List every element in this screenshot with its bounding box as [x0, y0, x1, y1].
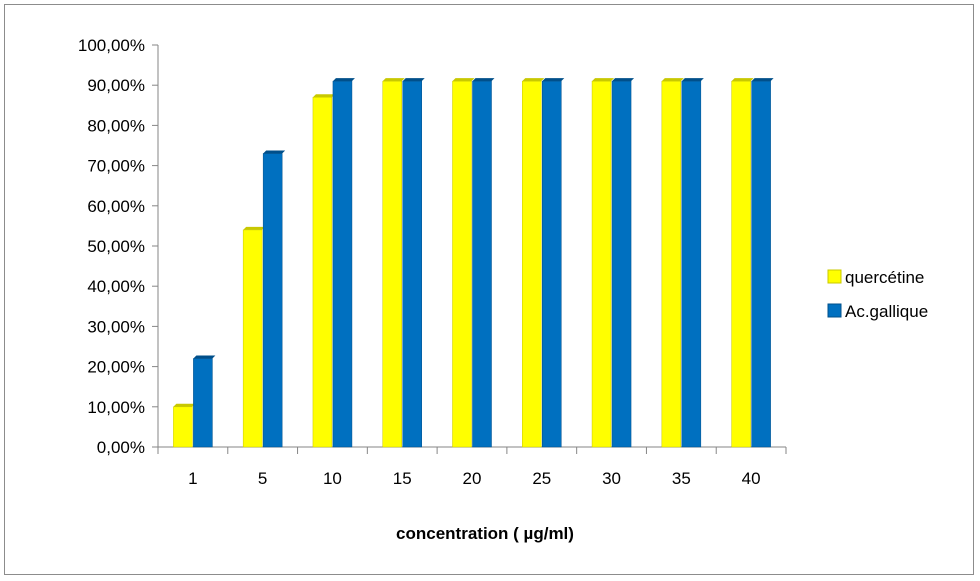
bar-face	[312, 97, 333, 448]
bar	[542, 78, 565, 448]
bar	[452, 78, 475, 448]
bar-face	[382, 80, 402, 448]
legend-item: quercétine	[827, 268, 924, 287]
bar-face	[751, 80, 771, 448]
x-tick-label: 30	[602, 469, 621, 488]
bar-face	[262, 153, 283, 448]
bar-top	[542, 78, 565, 82]
bar	[242, 226, 266, 448]
bar	[611, 78, 635, 448]
bar-face	[542, 80, 562, 448]
bar-top	[452, 78, 475, 82]
bar-face	[173, 406, 193, 448]
bar-face	[731, 80, 751, 448]
bar-top	[243, 226, 266, 230]
x-tick-label: 35	[672, 469, 691, 488]
bar	[751, 78, 774, 448]
x-tick-label: 20	[463, 469, 482, 488]
bar-face	[661, 80, 682, 448]
legend-item: Ac.gallique	[827, 302, 928, 321]
y-tick-label: 50,00%	[87, 237, 145, 256]
x-tick-label: 10	[323, 469, 342, 488]
bar-top	[612, 78, 635, 82]
y-tick-label: 90,00%	[87, 76, 145, 95]
bar-face	[193, 358, 213, 448]
bar-face	[402, 80, 422, 448]
bar	[173, 403, 196, 448]
x-tick-label: 25	[532, 469, 551, 488]
legend-label: Ac.gallique	[845, 302, 928, 321]
y-tick-label: 0,00%	[97, 438, 145, 457]
bar-top	[263, 150, 286, 154]
bar-top	[382, 78, 405, 82]
bar-top	[731, 78, 754, 82]
bar-face	[681, 80, 702, 448]
bar	[262, 150, 286, 448]
bars	[173, 78, 774, 448]
bar	[661, 78, 684, 448]
bar-face	[472, 80, 492, 448]
x-tick-label: 15	[393, 469, 412, 488]
legend-swatch	[827, 269, 842, 284]
y-tick-label: 80,00%	[87, 116, 145, 135]
bar	[472, 78, 495, 448]
y-tick-label: 20,00%	[87, 358, 145, 377]
bar-top	[173, 403, 196, 407]
x-axis-title: concentration ( µg/ml)	[396, 524, 574, 543]
bar-top	[332, 78, 355, 82]
y-tick-label: 30,00%	[87, 317, 145, 336]
bar-top	[522, 78, 545, 82]
bar	[382, 78, 405, 448]
bar-top	[312, 94, 335, 98]
bar-top	[681, 78, 704, 82]
bar-face	[242, 229, 263, 448]
bar-top	[751, 78, 774, 82]
bar	[522, 78, 545, 448]
bar-face	[452, 80, 472, 448]
y-tick-label: 60,00%	[87, 197, 145, 216]
bar	[332, 78, 355, 448]
legend-swatch	[827, 303, 842, 318]
x-tick-label: 1	[188, 469, 197, 488]
bar	[591, 78, 615, 448]
y-tick-label: 100,00%	[78, 36, 145, 55]
bar	[731, 78, 754, 448]
bar-face	[332, 80, 353, 448]
bar	[681, 78, 704, 448]
bar-face	[522, 80, 542, 448]
x-tick-label: 40	[742, 469, 761, 488]
x-axis: 1 5 10 15 20 25 30 35 40	[157, 446, 787, 488]
y-axis: 0,00% 10,00% 20,00% 30,00% 40,00% 50,00% 60,00…	[78, 36, 159, 457]
bar-face	[611, 80, 632, 448]
bar-top	[402, 78, 425, 82]
bar-top	[472, 78, 495, 82]
legend: quercétine Ac.gallique	[827, 268, 928, 321]
bar	[402, 78, 425, 448]
y-tick-label: 40,00%	[87, 277, 145, 296]
bar-face	[591, 80, 612, 448]
bar	[312, 94, 335, 448]
bar-top	[592, 78, 615, 82]
y-tick-label: 10,00%	[87, 398, 145, 417]
y-tick-label: 70,00%	[87, 157, 145, 176]
bar-top	[193, 355, 216, 359]
bar	[193, 355, 216, 448]
legend-label: quercétine	[845, 268, 924, 287]
bar-top	[661, 78, 684, 82]
x-tick-label: 5	[258, 469, 267, 488]
